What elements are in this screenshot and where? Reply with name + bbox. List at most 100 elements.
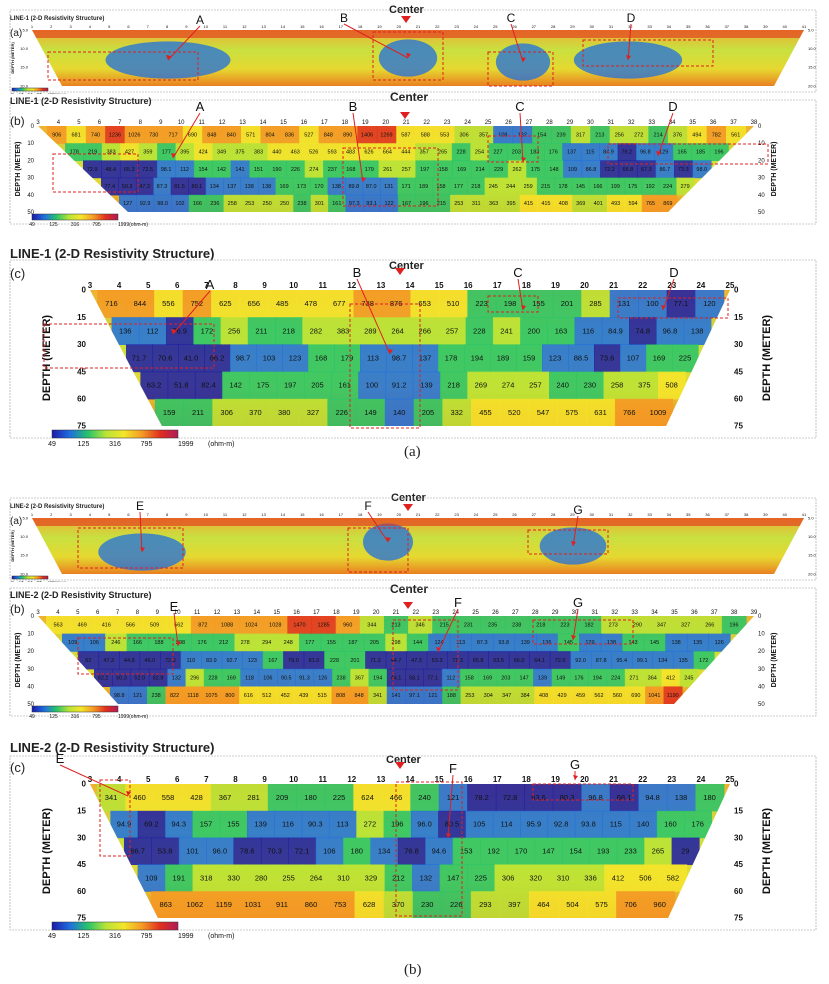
electrode-label: 29	[570, 512, 575, 517]
resistivity-cell	[212, 160, 232, 179]
resistivity-cell	[644, 837, 673, 865]
electrode-label: 11	[194, 610, 201, 616]
depth-axis-label-right: DEPTH (METER)	[761, 315, 773, 402]
resistivity-cell	[267, 143, 287, 161]
resistivity-cell	[514, 633, 537, 652]
resistivity-value: 138	[675, 793, 688, 802]
resistivity-value: 236	[210, 201, 219, 207]
resistivity-value: 114	[501, 820, 513, 829]
resistivity-value: 765	[646, 201, 655, 207]
resistivity-value: 123	[289, 354, 302, 363]
resistivity-cell	[260, 126, 281, 144]
electrode-label: 24	[464, 120, 471, 126]
resistivity-value: 93.8	[581, 820, 596, 829]
resistivity-value: 304	[484, 693, 493, 699]
resistivity-cell	[433, 160, 454, 179]
resistivity-cell	[406, 651, 428, 670]
resistivity-cell	[570, 651, 592, 670]
resistivity-value: 253	[454, 201, 463, 207]
resistivity-value: 285	[589, 299, 602, 308]
electrode-label: 16	[293, 610, 300, 616]
resistivity-value: 298	[391, 640, 400, 646]
center-label: Center	[386, 754, 421, 766]
resistivity-cell	[609, 784, 639, 812]
resistivity-value: 294	[262, 640, 271, 646]
electrode-label: 30	[587, 120, 594, 126]
electrode-label: 23	[444, 120, 451, 126]
resistivity-cell	[502, 177, 521, 196]
electrode-label: 35	[686, 512, 691, 517]
depth-tick-right: 15	[734, 806, 743, 815]
resistivity-value: 168	[346, 167, 355, 173]
resistivity-value: 161	[338, 381, 351, 390]
resistivity-cell	[296, 784, 326, 812]
electrode-label: 15	[280, 120, 287, 126]
electrode-label: 9	[185, 512, 188, 517]
resistivity-value: 224	[611, 675, 620, 681]
resistivity-cell	[544, 160, 564, 179]
resistivity-cell	[101, 143, 121, 161]
resistivity-value: 225	[679, 354, 692, 363]
electrode-label: 22	[435, 512, 440, 517]
resistivity-value: 154	[570, 847, 583, 856]
resistivity-value: 808	[336, 693, 345, 699]
resistivity-value: 121	[428, 693, 437, 699]
anomaly-box	[617, 297, 729, 319]
resistivity-value: 149	[364, 408, 377, 417]
electrode-label: 20	[382, 120, 389, 126]
resistivity-cell	[602, 810, 631, 839]
resistivity-cell	[440, 371, 468, 400]
resistivity-cell	[410, 784, 440, 812]
resistivity-value: 347	[657, 623, 666, 629]
resistivity-cell	[153, 784, 183, 812]
resistivity-cell	[192, 810, 221, 839]
resistivity-cell	[268, 290, 298, 318]
resistivity-value: 469	[78, 623, 87, 629]
resistivity-value: 48.4	[105, 167, 116, 173]
color-scale-tick: 795	[92, 714, 101, 720]
resistivity-cell	[581, 160, 601, 179]
resistivity-value: 254	[475, 150, 484, 156]
electrode-label: 14	[260, 120, 267, 126]
resistivity-value: 94.6	[432, 847, 447, 856]
section-svg-line1-a: 1 2 3 4 5 6 7 8 9 10 11 12 13 14 15 16 17 18 19 20 21 22 23 24 2…	[9, 9, 817, 94]
electrode-label: 21	[609, 281, 618, 290]
depth-tick-left: 40	[27, 684, 34, 690]
resistivity-value: 29	[681, 847, 689, 856]
resistivity-cell	[223, 177, 242, 196]
resistivity-cell	[620, 344, 647, 373]
resistivity-value: 191	[173, 873, 186, 882]
anomaly-pointer-line	[517, 278, 524, 311]
resistivity-cell	[495, 784, 525, 812]
resistivity-cell	[614, 398, 645, 426]
electrode-label: 7	[116, 610, 120, 616]
resistivity-value: 179	[341, 354, 354, 363]
resistivity-cell	[467, 651, 489, 670]
resistivity-value: 145	[650, 640, 659, 646]
resistivity-value: 766	[623, 408, 636, 417]
color-scale-tick: 316	[27, 580, 32, 582]
electrode-label: 5	[77, 120, 81, 126]
resistivity-cell	[328, 810, 357, 839]
resistivity-cell	[383, 616, 409, 635]
resistivity-cell	[310, 177, 329, 196]
resistivity-value: 553	[440, 132, 449, 138]
resistivity-value: 296	[190, 675, 199, 681]
color-scale-tick: 795	[141, 441, 153, 448]
resistivity-cell	[301, 810, 330, 839]
resistivity-value: 782	[712, 132, 721, 138]
resistivity-value: 246	[111, 640, 120, 646]
resistivity-value: 140	[393, 408, 406, 417]
resistivity-value: 562	[594, 693, 603, 699]
resistivity-value: 253	[245, 201, 254, 207]
resistivity-value: 463	[291, 150, 300, 156]
resistivity-cell	[210, 784, 240, 812]
electrode-label: 10	[203, 24, 208, 29]
resistivity-value: 123	[549, 354, 562, 363]
electrode-label: 20	[580, 775, 589, 784]
electrode-label: 38	[744, 512, 749, 517]
resistivity-cell	[246, 810, 275, 839]
resistivity-cell	[697, 616, 723, 635]
resistivity-cell	[331, 686, 351, 704]
resistivity-value: 87.3	[477, 640, 488, 646]
